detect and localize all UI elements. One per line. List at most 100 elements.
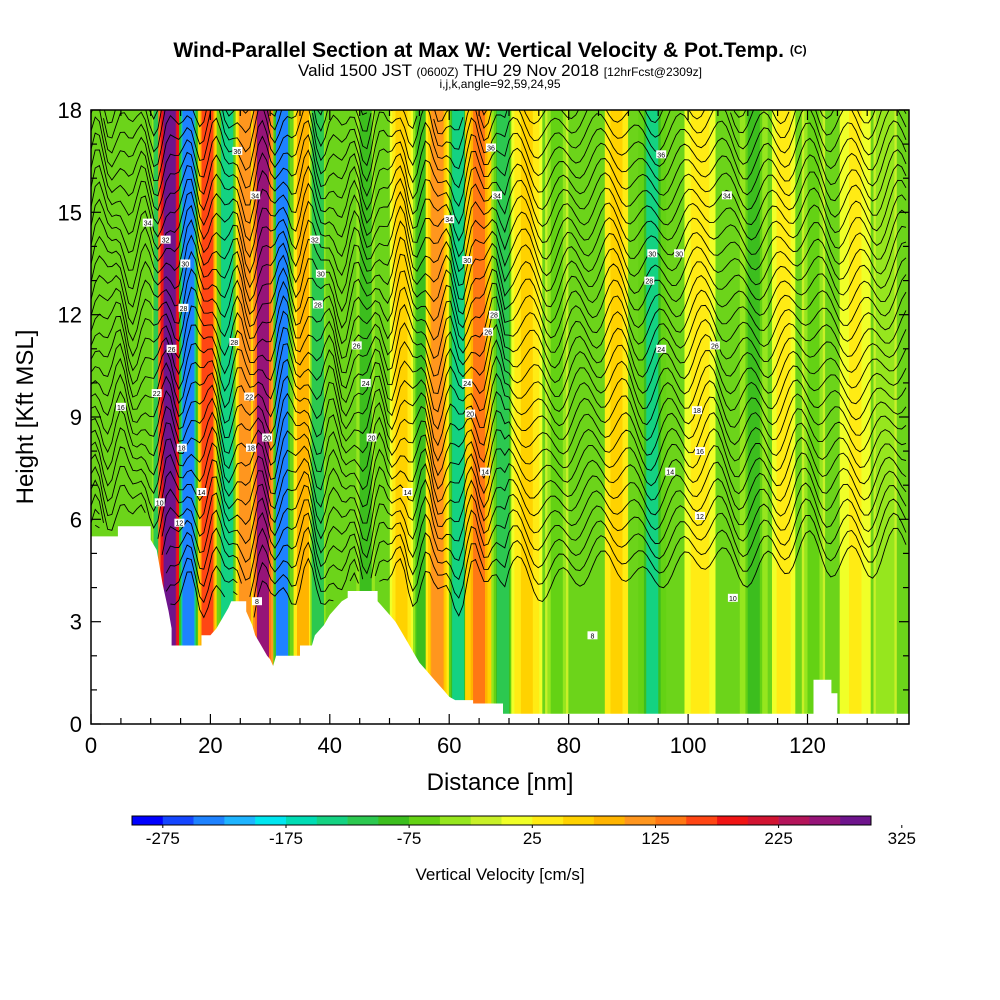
x-axis: 0 20 40 60 80 100 120 (85, 110, 898, 758)
isentrope-label-bg (115, 402, 126, 411)
isentrope-label: 14 (666, 470, 674, 477)
velocity-band-layer (276, 110, 288, 724)
colorbar-label: Vertical Velocity [cm/s] (415, 865, 584, 884)
isentrope-label: 32 (162, 238, 170, 245)
isentrope-line (91, 452, 907, 545)
isentrope-label-bg (489, 310, 499, 319)
colorbar-tick-label: 225 (764, 829, 792, 848)
isentrope-label-bg (444, 215, 455, 224)
isentrope-label-bg (721, 191, 732, 200)
velocity-band-layer (221, 110, 234, 724)
isentrope-label: 26 (484, 330, 492, 337)
colorbar-tick-label: 25 (523, 829, 542, 848)
y-tick-label: 6 (70, 507, 82, 532)
colorbar-tick-label: -75 (397, 829, 422, 848)
isentrope-label: 28 (314, 302, 322, 309)
isentrope-label: 36 (487, 146, 495, 153)
isentrope-label: 34 (144, 221, 152, 228)
isentrope-label: 26 (168, 347, 176, 354)
isentrope-label: 32 (311, 238, 319, 245)
colorbar-cell (778, 816, 810, 825)
isentrope-label-bg (360, 378, 371, 387)
isentrope-label-bg (644, 276, 655, 285)
velocity-band-layer (297, 110, 309, 724)
isentrope-label-bg (587, 631, 598, 640)
isentrope-label: 10 (156, 500, 164, 507)
isentrope-label: 20 (466, 412, 474, 419)
x-axis-label: Distance [nm] (427, 769, 574, 796)
isentrope-line (91, 257, 907, 372)
isentrope-line (91, 393, 907, 495)
isentrope-line (91, 379, 907, 476)
isentrope-line (91, 274, 907, 385)
isentrope-label: 18 (247, 446, 255, 453)
colorbar-frame (131, 815, 872, 826)
isentrope-label: 28 (230, 340, 238, 347)
isentrope-line (91, 422, 907, 530)
colorbar-tick-label: -175 (269, 829, 303, 848)
velocity-band-layer (257, 110, 269, 724)
x-tick-label: 120 (789, 733, 826, 758)
isentrope-line (91, 120, 907, 225)
isentrope-label-bg (665, 467, 676, 476)
isentrope-line (91, 135, 907, 242)
velocity-band-layer (879, 110, 891, 724)
isentrope-label: 14 (198, 490, 206, 497)
velocity-band-layer (431, 110, 444, 724)
velocity-band (873, 110, 897, 724)
isentrope-label-bg (174, 518, 185, 527)
colorbar-cell (285, 816, 318, 825)
isentrope-label-bg (160, 235, 171, 244)
chart-subtitle: Valid 1500 JST (0600Z) THU 29 Nov 2018 [… (298, 61, 702, 80)
isentrope-line (91, 110, 907, 212)
isentrope-label: 34 (251, 193, 259, 200)
isentrope-line (91, 149, 907, 259)
colorbar-cell (439, 816, 472, 825)
x-tick-label: 20 (198, 733, 222, 758)
colorbar-cell (686, 816, 718, 825)
isentrope-label: 16 (696, 449, 704, 456)
isentrope-label: 26 (353, 343, 361, 350)
isentrope-label: 24 (657, 347, 665, 354)
colorbar-cell (316, 816, 348, 825)
velocity-band (839, 110, 871, 724)
isentrope-label: 24 (463, 381, 471, 388)
velocity-band-layer (473, 110, 485, 724)
velocity-band (252, 110, 274, 724)
x-tick-label: 80 (556, 733, 580, 758)
isentrope-label-bg (402, 488, 413, 496)
isentrope-label-bg (492, 191, 502, 200)
x-tick-label: 60 (437, 733, 461, 758)
isentrope-label: 14 (404, 490, 412, 497)
isentrope-label-bg (262, 433, 273, 442)
isentrope-label: 22 (245, 395, 253, 402)
velocity-band (425, 110, 449, 724)
isentrope-line (170, 527, 907, 619)
isentrope-label-bg (486, 143, 496, 152)
isentrope-label: 34 (723, 193, 731, 200)
y-tick-label: 12 (58, 303, 82, 328)
isentrope-label-bg (250, 191, 261, 200)
velocity-band-layer (163, 110, 176, 724)
isentrope-line (91, 329, 907, 424)
y-tick-label: 3 (70, 610, 82, 635)
isentrope-label-bg (229, 338, 240, 346)
isentrope-lines (91, 110, 907, 619)
y-tick-label: 0 (70, 712, 82, 737)
isentrope-line (91, 194, 907, 308)
velocity-band-layer (359, 110, 372, 724)
isentrope-line (165, 498, 907, 597)
velocity-band (801, 110, 826, 724)
isentrope-line (91, 241, 907, 358)
colorbar-cell (747, 816, 779, 825)
isentrope-label-bg (312, 300, 323, 309)
colorbar-cell (563, 816, 595, 825)
isentrope-label-bg (465, 409, 476, 418)
isentrope-line (165, 512, 907, 604)
isentrope-label: 24 (362, 381, 370, 388)
isentrope-line (91, 364, 907, 457)
velocity-band (198, 110, 217, 724)
velocity-band (545, 110, 569, 724)
velocity-band-layer (239, 110, 251, 724)
